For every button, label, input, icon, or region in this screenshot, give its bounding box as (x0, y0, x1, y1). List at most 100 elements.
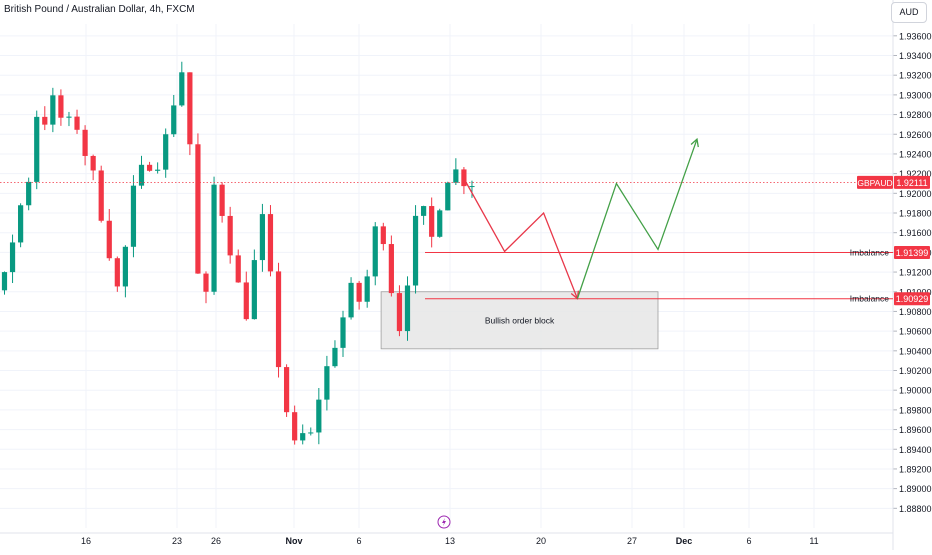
price-tick-label: 1.93600 (899, 31, 932, 41)
candle-body (445, 182, 451, 211)
price-tick-label: 1.89800 (899, 405, 932, 415)
imbalance-price-tag (894, 245, 930, 259)
price-scale[interactable]: 1.93600 1.93400 1.93200 1.93000 1.92800 1.926… (892, 0, 932, 550)
price-tick-label: 1.92600 (899, 130, 932, 140)
imbalance-line-label: Imbalance (850, 247, 889, 257)
projection-path[interactable] (465, 137, 699, 300)
candle-body (106, 220, 112, 259)
symbol-title[interactable]: British Pound / Australian Dollar, 4h, F… (4, 4, 195, 15)
candle-body (356, 282, 362, 302)
order-block-label: Bullish order block (485, 315, 555, 325)
candle-body (243, 282, 249, 320)
time-tick-label: 20 (536, 536, 546, 546)
candle-body (18, 205, 24, 243)
last-price-tag (894, 175, 930, 189)
candle-body (195, 144, 201, 274)
candle-body (130, 185, 137, 247)
candle-body (372, 226, 378, 277)
price-tick-label: 1.90000 (899, 386, 932, 396)
symbol-tag-label: GBPAUD (857, 178, 892, 188)
order-block[interactable]: Bullish order block (380, 291, 659, 350)
price-tick-label: 1.90200 (899, 366, 932, 376)
candle-body (98, 170, 104, 221)
time-tick-label: 27 (627, 536, 637, 546)
candle-body (380, 226, 386, 245)
candle-body (187, 72, 193, 145)
price-labels: 1.91399 1.90929 GBPAUD 1.92111 (857, 175, 930, 306)
time-tick-label: 13 (445, 536, 455, 546)
candle-body (163, 134, 169, 170)
price-tick-label: 1.92000 (899, 189, 932, 199)
price-tick-label: 1.91600 (899, 228, 932, 238)
candle-body (316, 399, 322, 433)
grid (0, 24, 893, 528)
candle-body (275, 271, 282, 368)
candle-body (203, 273, 209, 292)
projection-up-leg[interactable] (576, 138, 698, 299)
imbalance-price-tag (894, 292, 930, 306)
candle-body (66, 116, 72, 118)
candles (1, 61, 475, 445)
candle-body (235, 255, 241, 283)
candle-body (364, 276, 370, 302)
imbalance-line-label: Imbalance (850, 294, 889, 304)
time-tick-label: Nov (285, 536, 302, 546)
candle-body (404, 285, 411, 332)
price-tick-label: 1.92400 (899, 149, 932, 159)
candle-body (308, 432, 314, 434)
candle-body (461, 169, 467, 187)
candle-body (1, 272, 8, 291)
candle-body (171, 105, 177, 135)
time-tick-label: 26 (211, 536, 221, 546)
price-tick-label: 1.93400 (899, 51, 932, 61)
candle-body (283, 367, 290, 413)
candle-body (26, 181, 32, 206)
time-tick-label: 6 (746, 536, 751, 546)
horizontal-lines[interactable]: Imbalance Imbalance (0, 181, 893, 304)
price-tick-label: 1.91200 (899, 268, 932, 278)
time-scale[interactable]: 16 23 26 Nov 6 13 20 27 Dec 6 11 (0, 532, 893, 546)
time-tick-label: 6 (356, 536, 361, 546)
order-block-rect[interactable] (380, 291, 659, 350)
price-tick-label: 1.91800 (899, 209, 932, 219)
price-tick-label: 1.90800 (899, 307, 932, 317)
candle-body (114, 258, 120, 287)
candle-body (259, 214, 266, 261)
candle-body (122, 246, 128, 287)
candle-body (267, 214, 274, 272)
events-layer[interactable] (437, 515, 451, 529)
candle-body (138, 164, 145, 186)
price-tick-label: 1.92200 (899, 169, 932, 179)
candle-body (388, 244, 394, 294)
candle-body (421, 206, 427, 216)
price-tick-label: 1.89600 (899, 425, 932, 435)
candle-body (324, 366, 330, 400)
imbalance-price-label: 1.90929 (896, 294, 929, 304)
projection-up-arrowhead (690, 137, 699, 148)
candle-body (340, 317, 346, 348)
price-tick-label: 1.89200 (899, 464, 932, 474)
candle-body (251, 260, 257, 320)
candle-body (82, 129, 88, 156)
candle-body (219, 184, 225, 216)
time-tick-label: 11 (809, 536, 818, 546)
candle-body (300, 433, 306, 441)
time-tick-label: Dec (676, 536, 693, 546)
projection-down-leg[interactable] (465, 181, 579, 299)
candle-body (146, 164, 153, 171)
candle-body (292, 412, 298, 441)
candle-body (429, 206, 435, 237)
currency-button[interactable]: AUD (891, 2, 927, 23)
last-price-label: 1.92111 (896, 178, 927, 188)
candle-body (348, 282, 354, 318)
candle-body (227, 215, 233, 256)
candle-body (42, 116, 48, 125)
candle-body (211, 184, 217, 292)
price-tick-label: 1.92800 (899, 110, 932, 120)
candle-body (155, 169, 161, 171)
price-tick-label: 1.93200 (899, 71, 932, 81)
candle-body (437, 210, 443, 237)
price-tick-label: 1.93000 (899, 90, 932, 100)
